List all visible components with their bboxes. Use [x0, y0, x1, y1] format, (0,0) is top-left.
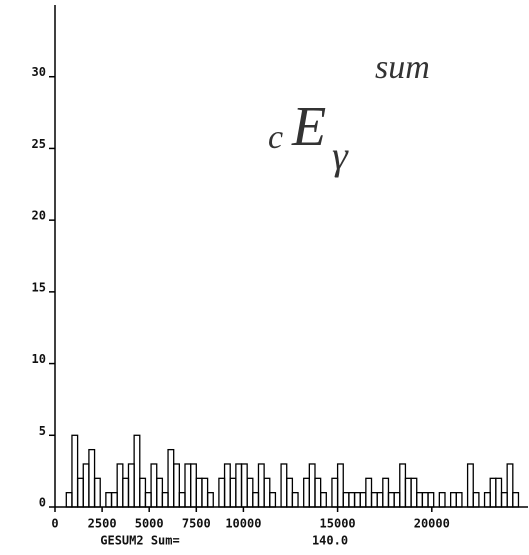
y-tick-label: 0	[39, 496, 46, 510]
histogram-bar	[240, 463, 248, 508]
annotation-subscript: γ	[332, 133, 349, 178]
y-tick-label: 30	[32, 65, 46, 79]
histogram-bar	[336, 463, 344, 508]
histogram-bar	[173, 463, 180, 508]
histogram-bar	[399, 463, 407, 508]
histogram-bar	[512, 492, 520, 508]
histogram-bar	[342, 492, 350, 508]
histogram-bar	[387, 492, 395, 508]
histogram-bar	[235, 463, 243, 508]
histogram-bar	[291, 492, 299, 508]
y-tick-label: 10	[32, 352, 46, 366]
histogram-bar	[269, 492, 277, 508]
histogram-bar	[376, 492, 384, 508]
histogram-bar	[257, 463, 265, 508]
histogram-bar	[105, 492, 113, 508]
histogram-bar	[483, 492, 491, 508]
histogram-bar	[393, 492, 401, 508]
histogram-bar	[308, 463, 316, 508]
histogram-bar	[410, 477, 418, 508]
histogram-bar	[246, 477, 254, 508]
sum-value: 140.0	[312, 534, 348, 548]
histogram-bar	[133, 434, 141, 508]
histogram-bar	[359, 492, 367, 508]
y-tick-label: 5	[39, 424, 46, 438]
histogram-bar	[500, 492, 508, 508]
histogram-bar	[286, 477, 294, 508]
histogram-bar	[314, 477, 322, 508]
histogram-bar	[229, 477, 237, 508]
histogram-bar	[472, 492, 480, 508]
histogram-bar	[280, 463, 288, 508]
histogram-bar	[263, 477, 271, 508]
x-tick-label: 5000	[135, 517, 164, 531]
x-tick-label: 7500	[182, 517, 211, 531]
histogram-bar	[506, 463, 514, 508]
histogram-bar	[82, 463, 90, 508]
histogram-bar	[319, 492, 327, 508]
histogram-bar	[139, 477, 147, 508]
histogram-bar	[370, 492, 378, 508]
y-tick-label: 25	[32, 137, 46, 151]
histogram-bar	[252, 492, 260, 508]
histogram-bar	[353, 492, 361, 508]
histogram-bar	[382, 477, 390, 508]
annotation-superscript: sum	[375, 49, 430, 86]
histogram-bar	[178, 492, 186, 508]
histogram-bar	[161, 492, 169, 508]
histogram-bar	[206, 492, 214, 508]
histogram-bar	[144, 492, 152, 508]
x-tick-label: 15000	[320, 517, 356, 531]
histogram-bar	[122, 477, 130, 508]
annotation-symbol: E	[291, 96, 326, 158]
histogram-bar	[150, 463, 158, 508]
histogram-bar	[455, 492, 463, 508]
histogram-bar	[167, 448, 175, 508]
x-axis-label: GESUM2 Sum=	[100, 534, 179, 548]
histogram-bar	[189, 463, 197, 508]
y-tick-label: 15	[32, 280, 46, 294]
histogram-bar	[303, 477, 310, 508]
histogram-bar	[331, 477, 339, 508]
histogram-bar	[449, 492, 457, 508]
histogram-bar	[201, 477, 209, 508]
histogram-bar	[495, 477, 503, 508]
histogram-bar	[218, 477, 226, 508]
histogram-bar	[421, 492, 429, 508]
x-tick-label: 20000	[414, 517, 450, 531]
x-tick-label: 0	[51, 517, 58, 531]
histogram-bar	[156, 477, 164, 508]
histogram-bar	[195, 477, 203, 508]
histogram-bar	[348, 492, 356, 508]
histogram-bar	[110, 492, 118, 508]
histogram-bar	[71, 434, 79, 508]
histogram-bar	[65, 492, 73, 508]
histogram-bar	[416, 492, 424, 508]
histogram-bar	[116, 463, 124, 508]
histogram-bar	[404, 477, 412, 508]
histogram-bar	[76, 477, 84, 508]
annotation-prefix: c	[268, 119, 283, 156]
histogram-bar	[223, 463, 231, 508]
histogram-bar	[427, 492, 435, 508]
histogram-bar	[438, 492, 446, 508]
histogram-bar	[93, 477, 101, 508]
histogram-bar	[88, 448, 96, 508]
histogram-bar	[489, 477, 497, 508]
y-tick-label: 20	[32, 209, 46, 223]
histogram-bar	[127, 463, 135, 508]
histogram-bar	[365, 477, 373, 508]
histogram-bar	[184, 463, 192, 508]
x-tick-label: 2500	[88, 517, 117, 531]
histogram-bar	[466, 463, 474, 508]
x-tick-label: 10000	[225, 517, 261, 531]
